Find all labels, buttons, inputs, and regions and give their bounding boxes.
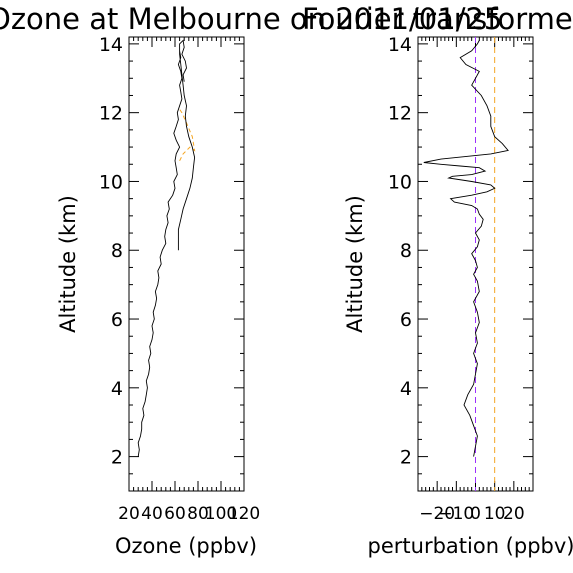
p2-ytick-label: 14 [388,34,412,56]
ozone-series-line [137,39,196,457]
perturbation-x-axis-label: perturbation (ppbv) [368,534,573,558]
ozone-y-axis-label: Altitude (km) [56,195,80,333]
perturbation-y-axis-label: Altitude (km) [343,195,367,333]
ozone-profile-chart: Ozone at Melbourne on 2011/01/25 2 4 6 8 10 1… [0,2,502,558]
p1-ytick-label: 6 [111,309,123,331]
p1-ytick-label: 12 [99,103,123,125]
p1-xtick-label: 40 [141,504,163,524]
ozone-x-axis-label: Ozone (ppbv) [115,534,257,558]
p1-ytick-label: 8 [111,240,123,262]
perturbation-chart-title: Fourier transformed [302,2,573,36]
p1-ytick-label: 2 [111,447,123,469]
p2-xtick-label: −20 [419,504,455,524]
p2-xtick-label: −10 [438,504,474,524]
p2-xtick-label: 0 [470,504,481,524]
ozone-chart-title: Ozone at Melbourne on 2011/01/25 [0,2,502,36]
p2-xtick-label: 20 [503,504,525,524]
p2-ytick-label: 8 [400,240,412,262]
p2-ytick-label: 2 [400,447,412,469]
p2-ytick-label: 6 [400,309,412,331]
p2-ytick-label: 4 [400,378,412,400]
perturbation-series-line [423,40,509,457]
p1-xtick-label: 80 [187,504,209,524]
p1-xtick-label: 20 [118,504,140,524]
p1-xtick-label: 60 [164,504,186,524]
p1-ytick-label: 14 [99,34,123,56]
p2-xtick-label: 10 [484,504,506,524]
ozone-highlight-band [179,108,196,162]
p2-ytick-label: 10 [388,171,412,193]
p2-ytick-label: 12 [388,103,412,125]
p1-xtick-label: 100 [205,504,237,524]
ozone-plot-frame [128,36,245,492]
p1-ytick-label: 10 [99,171,123,193]
p1-xtick-label: 120 [228,504,260,524]
p1-ytick-label: 4 [111,378,123,400]
